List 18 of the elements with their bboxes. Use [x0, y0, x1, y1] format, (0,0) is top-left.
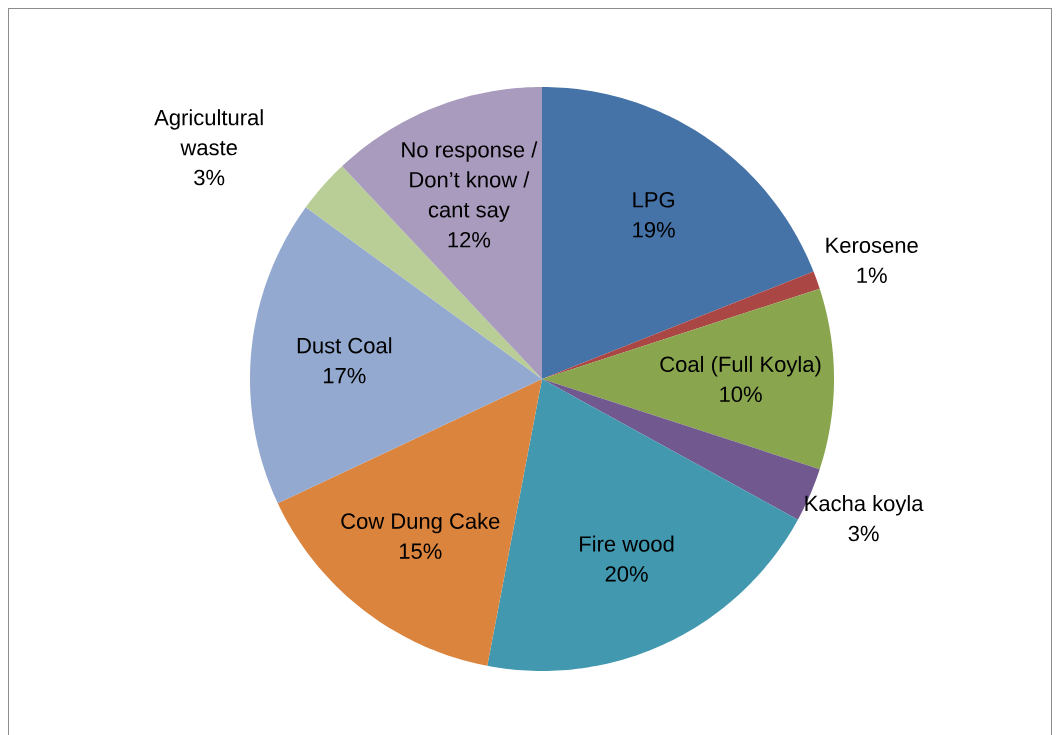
- data-label: 1%: [857, 267, 887, 283]
- data-label: 17%: [323, 367, 366, 384]
- slice-label: Fire wood: [580, 535, 674, 552]
- slice-label: Cow Dung Cake: [341, 512, 500, 534]
- data-label: 12%: [448, 231, 491, 248]
- data-label: 3%: [194, 169, 225, 186]
- slice-label: Agricultural waste: [154, 109, 263, 156]
- slice-label: LPG: [633, 191, 674, 208]
- data-label: 20%: [605, 566, 648, 582]
- data-label: 19%: [633, 221, 675, 238]
- data-label: 10%: [720, 386, 762, 403]
- data-label: 15%: [399, 543, 442, 559]
- slice-label: No response / Don’t know / cant say: [402, 141, 538, 222]
- slice-label: Kacha koyla: [805, 495, 924, 516]
- slice-label: Kerosene: [826, 237, 918, 254]
- data-label: 3%: [848, 525, 879, 542]
- slice-label: Coal (Full Koyla): [660, 355, 821, 377]
- slice-label: Dust Coal: [297, 337, 392, 354]
